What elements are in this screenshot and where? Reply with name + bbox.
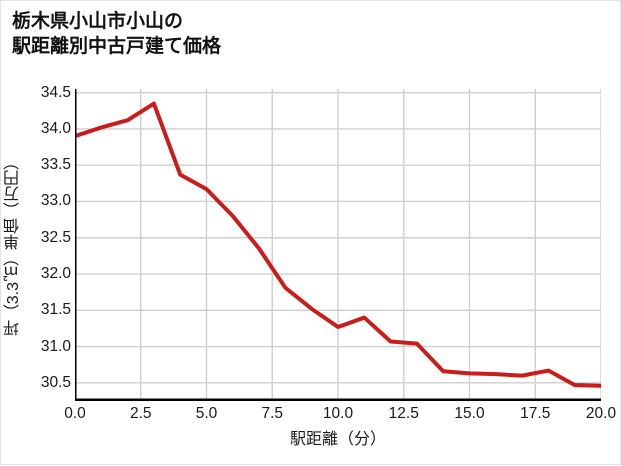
- data-line-坪単価: [75, 101, 601, 388]
- x-tick-label: 5.0: [195, 405, 218, 422]
- axis-lines: [75, 89, 601, 401]
- series-layer: [75, 101, 601, 388]
- y-tick-label: 34.5: [40, 83, 71, 101]
- line-chart-svg: [75, 89, 601, 401]
- page-title: 栃木県小山市小山の 駅距離別中古戸建て価格: [12, 11, 222, 58]
- y-tick-label: 30.5: [40, 373, 71, 391]
- x-tick-label: 15.0: [454, 405, 485, 422]
- x-tick-label: 12.5: [388, 405, 419, 422]
- y-tick-label: 32.0: [40, 265, 71, 283]
- x-tick-label: 20.0: [585, 405, 617, 422]
- y-tick-label: 32.5: [40, 228, 71, 246]
- y-axis-tick-labels: 30.5 31.0 31.5 32.0 32.5 33.0 33.5 34.0 34.5: [23, 1, 71, 466]
- x-tick-label: 0.0: [64, 405, 86, 422]
- y-tick-label: 33.5: [40, 156, 71, 174]
- y-tick-label: 33.0: [40, 192, 71, 210]
- x-axis-label: 駅距離（分）: [289, 431, 386, 448]
- gridlines: [75, 89, 601, 401]
- x-tick-label: 2.5: [129, 405, 152, 422]
- plot-area: [75, 89, 601, 401]
- y-tick-label: 34.0: [40, 119, 71, 137]
- x-tick-label: 7.5: [261, 405, 284, 422]
- y-tick-label: 31.5: [40, 301, 71, 319]
- x-tick-label: 17.5: [520, 405, 551, 422]
- y-tick-label: 31.0: [40, 337, 71, 355]
- x-tick-label: 10.0: [322, 405, 354, 422]
